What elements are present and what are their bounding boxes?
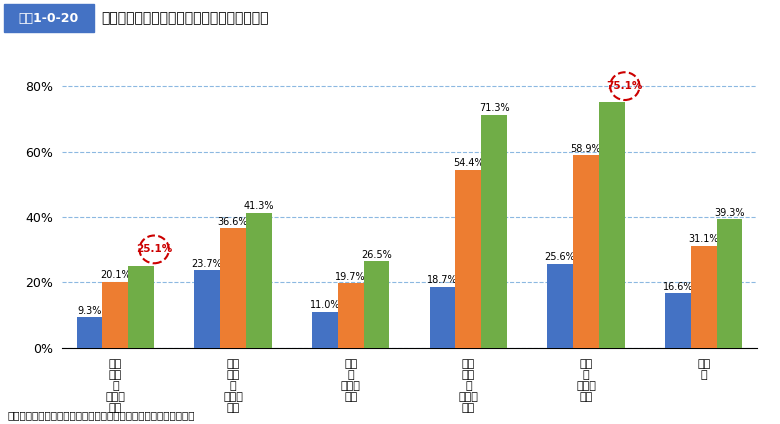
Text: 58.9%: 58.9% <box>571 144 601 154</box>
Text: 23.7%: 23.7% <box>192 259 222 269</box>
Text: 25.1%: 25.1% <box>136 244 172 254</box>
Text: 出典：消防庁「消防防災・震災対策現況調査」をもとに内閣府作成: 出典：消防庁「消防防災・震災対策現況調査」をもとに内閣府作成 <box>8 410 195 420</box>
Bar <box>338 283 363 348</box>
Text: 16.6%: 16.6% <box>662 282 693 292</box>
Text: 図表1-0-20: 図表1-0-20 <box>18 11 79 25</box>
Text: 企業等と協定を締結している市区町村の割合: 企業等と協定を締結している市区町村の割合 <box>101 11 269 25</box>
Bar <box>128 266 154 348</box>
Text: 39.3%: 39.3% <box>714 208 745 218</box>
Text: 26.5%: 26.5% <box>361 249 392 259</box>
Bar <box>717 219 743 348</box>
Bar <box>691 246 717 348</box>
Bar <box>76 317 102 348</box>
Bar <box>363 261 389 348</box>
Text: 75.1%: 75.1% <box>607 81 643 91</box>
Text: 54.4%: 54.4% <box>453 159 484 168</box>
Text: 31.1%: 31.1% <box>689 234 719 245</box>
Text: 25.6%: 25.6% <box>544 252 576 262</box>
Text: 18.7%: 18.7% <box>427 275 458 285</box>
Text: 11.0%: 11.0% <box>310 300 340 310</box>
Bar <box>246 213 272 348</box>
Text: 41.3%: 41.3% <box>243 201 274 211</box>
Bar <box>599 103 625 348</box>
Text: 19.7%: 19.7% <box>335 272 366 282</box>
Bar <box>456 170 481 348</box>
Bar <box>573 155 599 348</box>
Bar <box>312 312 338 348</box>
Text: 20.1%: 20.1% <box>100 271 131 280</box>
Bar <box>430 287 456 348</box>
Bar <box>102 282 128 348</box>
Bar <box>547 264 573 348</box>
Bar <box>194 270 220 348</box>
Bar <box>665 293 691 348</box>
Text: 9.3%: 9.3% <box>77 306 101 316</box>
FancyBboxPatch shape <box>4 3 94 33</box>
Text: 36.6%: 36.6% <box>218 217 248 226</box>
Bar <box>220 228 246 348</box>
Text: 71.3%: 71.3% <box>479 103 509 113</box>
Bar <box>481 115 507 348</box>
